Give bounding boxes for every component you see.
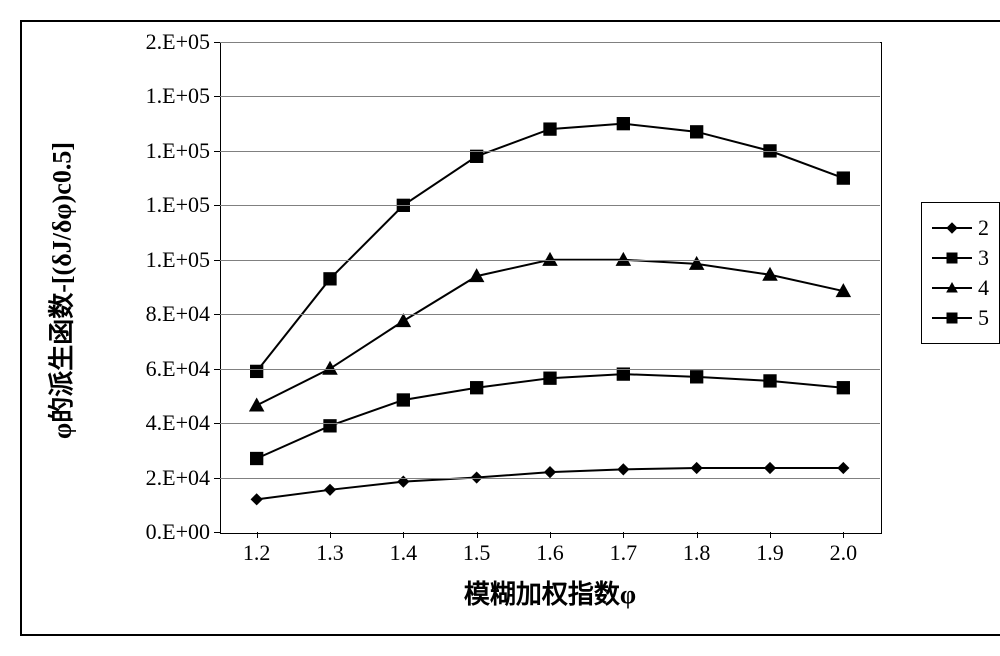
legend-line: [932, 257, 972, 259]
data-marker: [325, 484, 336, 495]
legend-line: [932, 227, 972, 229]
legend-line: [932, 287, 972, 289]
y-gridline: [220, 314, 880, 315]
legend-item: 2: [932, 215, 989, 241]
x-tick-label: 2.0: [830, 540, 858, 566]
x-tick-mark: [477, 532, 478, 538]
data-marker: [544, 123, 556, 135]
x-axis-title: 模糊加权指数φ: [464, 574, 636, 611]
y-tick-label: 6.E+04: [110, 356, 210, 382]
y-gridline: [220, 369, 880, 370]
y-tick-label: 1.E+05: [110, 247, 210, 273]
y-tick-mark: [214, 205, 220, 206]
y-tick-label: 8.E+04: [110, 301, 210, 327]
y-gridline: [220, 151, 880, 152]
plot-svg: [220, 42, 880, 532]
data-marker: [691, 463, 702, 474]
y-tick-label: 1.E+05: [110, 192, 210, 218]
legend-item: 3: [932, 245, 989, 271]
data-marker: [947, 313, 957, 323]
data-marker: [617, 368, 629, 380]
legend-label: 2: [978, 215, 989, 241]
y-axis-title: φ的派生函数-[(δJ/δφ)c0.5]: [42, 76, 79, 506]
y-tick-label: 1.E+05: [110, 138, 210, 164]
y-tick-mark: [214, 369, 220, 370]
data-marker: [765, 463, 776, 474]
data-marker: [324, 273, 336, 285]
x-tick-mark: [623, 532, 624, 538]
data-marker: [838, 463, 849, 474]
y-tick-label: 1.E+05: [110, 83, 210, 109]
data-marker: [837, 172, 849, 184]
y-tick-label: 0.E+00: [110, 519, 210, 545]
y-tick-label: 2.E+04: [110, 465, 210, 491]
legend-item: 5: [932, 305, 989, 331]
legend-label: 3: [978, 245, 989, 271]
data-marker: [764, 375, 776, 387]
legend-label: 4: [978, 275, 989, 301]
data-marker: [324, 420, 336, 432]
legend-item: 4: [932, 275, 989, 301]
y-tick-mark: [214, 314, 220, 315]
data-marker: [471, 382, 483, 394]
data-marker: [251, 365, 263, 377]
y-tick-mark: [214, 42, 220, 43]
x-tick-mark: [770, 532, 771, 538]
x-tick-label: 1.3: [316, 540, 344, 566]
y-gridline: [220, 260, 880, 261]
x-tick-label: 1.2: [243, 540, 271, 566]
y-tick-label: 2.E+05: [110, 29, 210, 55]
series-line: [257, 374, 844, 458]
y-gridline: [220, 205, 880, 206]
data-marker: [251, 452, 263, 464]
x-tick-mark: [697, 532, 698, 538]
x-tick-label: 1.6: [536, 540, 564, 566]
y-gridline: [220, 96, 880, 97]
y-tick-mark: [214, 96, 220, 97]
y-tick-mark: [214, 423, 220, 424]
x-tick-mark: [550, 532, 551, 538]
data-marker: [947, 223, 957, 233]
legend-label: 5: [978, 305, 989, 331]
data-marker: [947, 283, 957, 292]
legend-marker-icon: [945, 311, 959, 325]
legend-line: [932, 317, 972, 319]
x-tick-mark: [403, 532, 404, 538]
data-marker: [947, 253, 957, 263]
data-marker: [837, 382, 849, 394]
legend-marker-icon: [945, 251, 959, 265]
data-marker: [396, 314, 410, 326]
data-marker: [545, 467, 556, 478]
y-tick-label: 4.E+04: [110, 410, 210, 436]
data-marker: [691, 371, 703, 383]
chart-container: φ的派生函数-[(δJ/δφ)c0.5] 模糊加权指数φ 2 3 4 5 0.E+00…: [20, 20, 1000, 636]
x-tick-label: 1.4: [390, 540, 418, 566]
data-marker: [397, 394, 409, 406]
x-tick-label: 1.7: [610, 540, 638, 566]
legend-marker-icon: [945, 281, 959, 295]
data-marker: [544, 372, 556, 384]
data-marker: [471, 150, 483, 162]
y-gridline: [220, 423, 880, 424]
legend-marker-icon: [945, 221, 959, 235]
x-tick-mark: [330, 532, 331, 538]
series-line: [257, 124, 844, 372]
data-marker: [691, 126, 703, 138]
legend: 2 3 4 5: [921, 202, 1000, 344]
y-gridline: [220, 478, 880, 479]
data-marker: [618, 464, 629, 475]
y-tick-mark: [214, 532, 220, 533]
x-tick-label: 1.9: [756, 540, 784, 566]
x-tick-label: 1.8: [683, 540, 711, 566]
data-marker: [250, 398, 264, 410]
y-tick-mark: [214, 260, 220, 261]
y-gridline: [220, 42, 880, 43]
data-marker: [251, 494, 262, 505]
x-tick-mark: [257, 532, 258, 538]
data-marker: [617, 118, 629, 130]
y-tick-mark: [214, 478, 220, 479]
y-tick-mark: [214, 151, 220, 152]
x-tick-mark: [843, 532, 844, 538]
x-tick-label: 1.5: [463, 540, 491, 566]
